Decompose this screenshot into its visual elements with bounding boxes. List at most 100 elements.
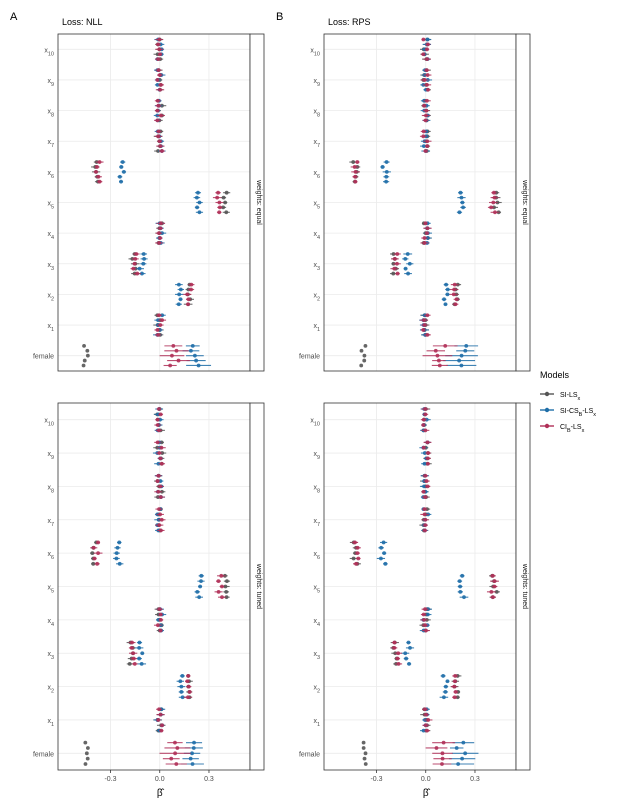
data-point <box>217 200 222 205</box>
data-point <box>225 579 229 584</box>
data-point <box>158 712 163 717</box>
data-point <box>355 551 360 556</box>
y-tick-label: x2 <box>313 292 320 302</box>
data-point <box>459 195 464 200</box>
data-point <box>456 762 461 766</box>
data-point <box>137 656 142 661</box>
panel-tag-B: B <box>276 11 283 23</box>
data-point <box>223 584 228 589</box>
data-point <box>97 160 102 164</box>
data-point <box>83 740 88 745</box>
y-tick-label: x10 <box>44 47 54 57</box>
data-point <box>194 358 199 363</box>
data-point <box>192 353 197 358</box>
data-point <box>196 363 201 368</box>
data-point <box>452 695 457 700</box>
y-tick-label: x9 <box>313 451 320 461</box>
data-point <box>155 108 160 113</box>
data-point <box>121 169 126 174</box>
data-point <box>84 751 89 756</box>
data-point <box>158 528 163 533</box>
data-point <box>425 226 430 231</box>
data-point <box>215 195 220 200</box>
data-point <box>137 266 142 271</box>
y-tick-label: x9 <box>47 78 54 88</box>
data-point <box>157 139 162 144</box>
data-point <box>460 573 465 578</box>
data-point <box>425 484 430 489</box>
data-point <box>133 256 138 261</box>
data-point <box>82 358 87 363</box>
y-tick-label: x5 <box>47 585 54 595</box>
data-point <box>131 656 136 661</box>
data-point <box>422 451 427 455</box>
data-point <box>186 684 191 689</box>
x-tick-label: 0.3 <box>204 776 214 783</box>
data-point <box>423 118 428 123</box>
data-point <box>127 662 132 666</box>
data-point <box>422 484 426 489</box>
data-point <box>424 108 429 113</box>
data-point <box>97 179 102 184</box>
data-point <box>158 323 163 327</box>
data-point <box>95 165 99 169</box>
data-point <box>199 573 204 578</box>
data-point <box>131 266 136 271</box>
data-point <box>196 190 200 195</box>
facet-strip-label: weights: equal <box>255 179 262 225</box>
data-point <box>441 674 446 678</box>
y-tick-label: x4 <box>313 231 320 241</box>
data-point <box>115 545 120 550</box>
data-point <box>217 210 222 215</box>
y-tick-label: x10 <box>44 418 54 428</box>
data-point <box>452 684 457 689</box>
data-point <box>421 134 426 139</box>
data-point <box>129 645 134 650</box>
y-tick-label: female <box>299 354 320 361</box>
data-point <box>361 746 366 750</box>
y-tick-label: x8 <box>313 484 320 494</box>
data-point <box>384 160 389 164</box>
data-point <box>130 640 134 645</box>
data-point <box>173 740 177 745</box>
data-point <box>156 134 161 139</box>
facet-strip <box>515 33 531 372</box>
facet-strip-label: weights: equal <box>521 179 528 225</box>
y-tick-label: x10 <box>310 418 320 428</box>
data-point <box>141 261 146 266</box>
data-point <box>178 297 183 302</box>
data-point <box>155 118 160 123</box>
y-tick-label: x8 <box>47 484 54 494</box>
y-tick-label: x4 <box>313 618 320 628</box>
data-point <box>158 113 163 118</box>
data-point <box>363 762 368 766</box>
data-point <box>178 679 183 684</box>
data-point <box>423 523 428 528</box>
data-point <box>421 37 426 42</box>
data-point <box>395 656 400 661</box>
data-point <box>492 190 496 195</box>
data-point <box>220 595 224 600</box>
data-point <box>458 190 463 195</box>
data-point <box>159 728 164 733</box>
data-point <box>157 241 162 245</box>
data-point <box>117 540 122 545</box>
data-point <box>355 160 360 164</box>
data-point <box>190 343 195 348</box>
legend-key-point <box>544 423 550 429</box>
y-tick-label: x4 <box>47 231 54 241</box>
data-point <box>173 751 178 756</box>
x-tick-label: 0.0 <box>155 776 165 783</box>
data-point <box>425 47 429 52</box>
x-tick-label: -0.3 <box>370 776 382 783</box>
data-point <box>157 523 162 528</box>
panel-title: Loss: NLL <box>62 17 103 27</box>
data-point <box>351 160 356 164</box>
data-point <box>460 200 465 205</box>
data-point <box>457 210 462 215</box>
data-point <box>85 746 90 750</box>
y-tick-label: x2 <box>47 685 54 695</box>
data-point <box>461 205 465 210</box>
data-point <box>425 37 430 42</box>
